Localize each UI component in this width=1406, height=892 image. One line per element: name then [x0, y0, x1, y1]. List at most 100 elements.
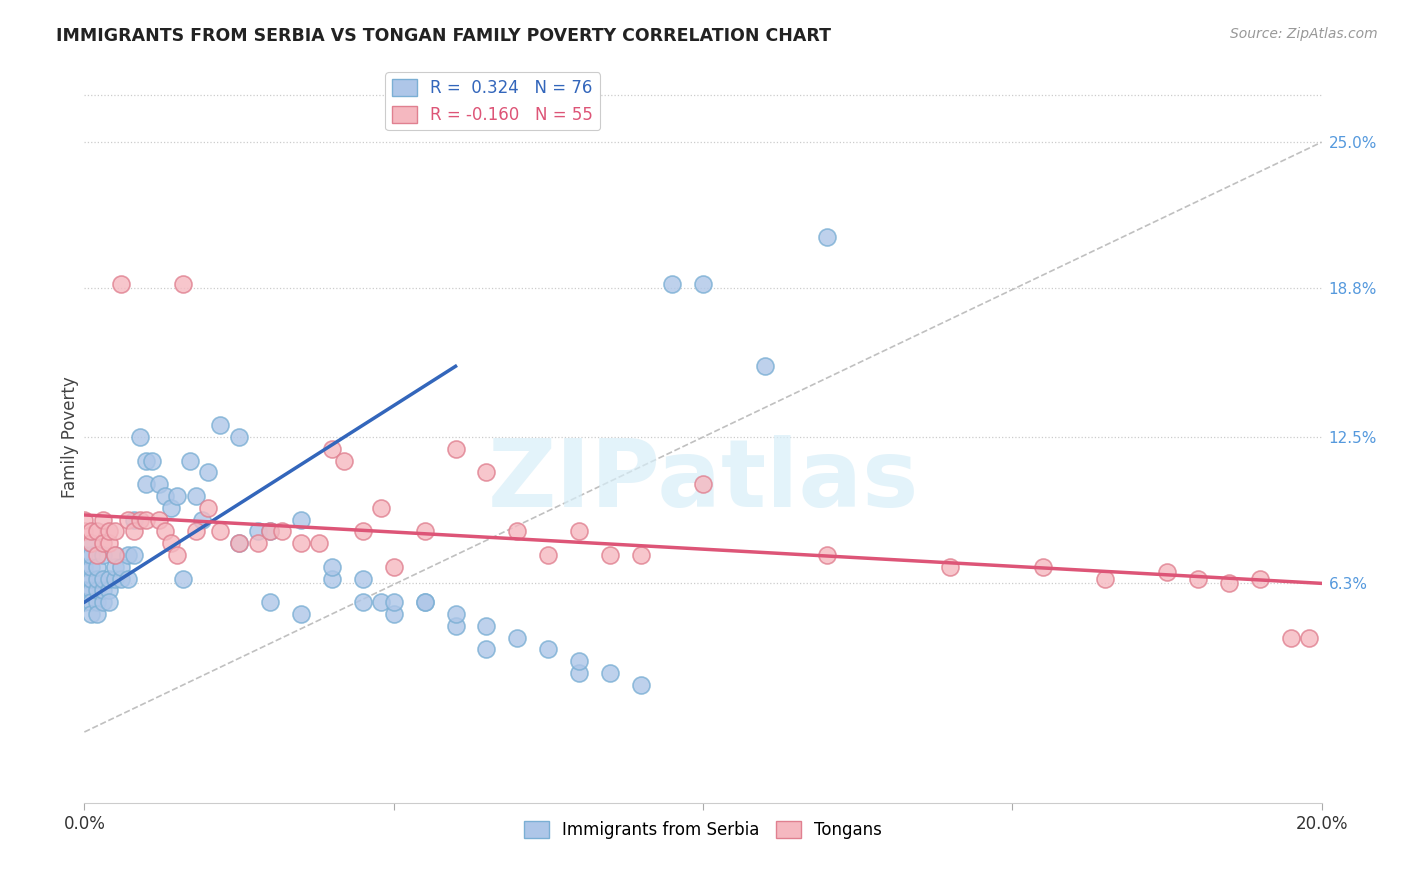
Point	[104, 559, 127, 574]
Point	[1249, 572, 1271, 586]
Point	[104, 572, 127, 586]
Point	[321, 559, 343, 574]
Point	[754, 359, 776, 374]
Point	[475, 619, 498, 633]
Point	[73, 548, 96, 562]
Point	[692, 477, 714, 491]
Point	[370, 595, 392, 609]
Point	[160, 536, 183, 550]
Point	[382, 559, 405, 574]
Point	[246, 536, 269, 550]
Point	[129, 430, 152, 444]
Point	[141, 453, 163, 467]
Point	[209, 524, 232, 539]
Point	[135, 513, 157, 527]
Point	[129, 513, 152, 527]
Point	[1187, 572, 1209, 586]
Point	[73, 559, 96, 574]
Point	[98, 583, 121, 598]
Point	[148, 513, 170, 527]
Point	[599, 666, 621, 681]
Point	[1218, 576, 1240, 591]
Point	[290, 607, 312, 621]
Text: ZIPatlas: ZIPatlas	[488, 435, 918, 527]
Point	[568, 524, 591, 539]
Point	[246, 524, 269, 539]
Point	[73, 572, 96, 586]
Point	[117, 572, 139, 586]
Point	[228, 536, 250, 550]
Point	[79, 536, 101, 550]
Point	[506, 631, 529, 645]
Point	[259, 595, 281, 609]
Point	[110, 572, 132, 586]
Point	[370, 500, 392, 515]
Point	[166, 548, 188, 562]
Point	[172, 277, 194, 291]
Point	[98, 572, 121, 586]
Point	[79, 572, 101, 586]
Point	[308, 536, 330, 550]
Point	[475, 642, 498, 657]
Point	[172, 572, 194, 586]
Point	[352, 595, 374, 609]
Point	[91, 536, 114, 550]
Point	[228, 536, 250, 550]
Point	[117, 513, 139, 527]
Point	[1279, 631, 1302, 645]
Point	[148, 477, 170, 491]
Point	[86, 559, 108, 574]
Point	[79, 607, 101, 621]
Point	[98, 595, 121, 609]
Point	[73, 595, 96, 609]
Point	[1156, 565, 1178, 579]
Point	[135, 453, 157, 467]
Point	[382, 607, 405, 621]
Y-axis label: Family Poverty: Family Poverty	[60, 376, 79, 498]
Point	[444, 607, 467, 621]
Point	[73, 583, 96, 598]
Point	[79, 536, 101, 550]
Point	[86, 524, 108, 539]
Point	[86, 595, 108, 609]
Point	[661, 277, 683, 291]
Text: IMMIGRANTS FROM SERBIA VS TONGAN FAMILY POVERTY CORRELATION CHART: IMMIGRANTS FROM SERBIA VS TONGAN FAMILY …	[56, 27, 831, 45]
Point	[197, 466, 219, 480]
Point	[537, 642, 560, 657]
Point	[122, 513, 145, 527]
Point	[209, 418, 232, 433]
Point	[413, 524, 436, 539]
Point	[122, 548, 145, 562]
Point	[815, 548, 838, 562]
Point	[333, 453, 356, 467]
Point	[568, 654, 591, 668]
Point	[104, 548, 127, 562]
Point	[444, 442, 467, 456]
Point	[290, 536, 312, 550]
Point	[1094, 572, 1116, 586]
Point	[599, 548, 621, 562]
Point	[475, 466, 498, 480]
Point	[290, 513, 312, 527]
Point	[91, 595, 114, 609]
Point	[135, 477, 157, 491]
Point	[692, 277, 714, 291]
Point	[166, 489, 188, 503]
Point	[86, 548, 108, 562]
Point	[104, 548, 127, 562]
Point	[73, 524, 96, 539]
Point	[160, 500, 183, 515]
Point	[98, 536, 121, 550]
Point	[413, 595, 436, 609]
Point	[117, 548, 139, 562]
Point	[191, 513, 214, 527]
Text: Source: ZipAtlas.com: Source: ZipAtlas.com	[1230, 27, 1378, 41]
Point	[79, 548, 101, 562]
Point	[86, 583, 108, 598]
Point	[110, 277, 132, 291]
Point	[1032, 559, 1054, 574]
Point	[153, 524, 176, 539]
Point	[86, 572, 108, 586]
Point	[352, 572, 374, 586]
Point	[86, 607, 108, 621]
